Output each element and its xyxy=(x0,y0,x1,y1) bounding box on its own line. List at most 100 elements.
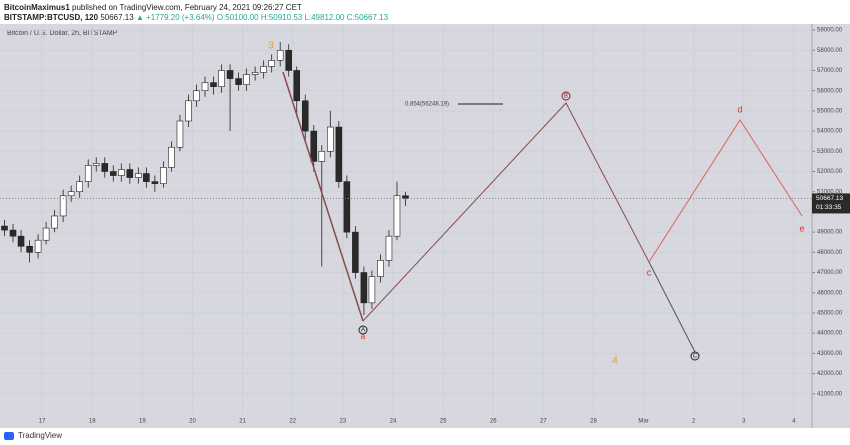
candle-body xyxy=(268,60,275,67)
candle-body xyxy=(17,235,25,247)
author: BitcoinMaximus1 xyxy=(4,3,70,12)
header-line-2: BITSTAMP:BTCUSD, 120 50667.13 ▲ +1779.20… xyxy=(4,13,388,22)
candle-body xyxy=(226,70,234,79)
candle-body xyxy=(1,225,8,231)
y-tick-label: 52000.00 xyxy=(817,169,843,175)
x-tick-label: Mar xyxy=(638,419,648,425)
y-tick-label: 49000.00 xyxy=(817,230,843,236)
plot-bg xyxy=(0,24,812,415)
wave-label: d xyxy=(737,104,742,114)
candle-body xyxy=(126,169,134,178)
y-tick-label: 58000.00 xyxy=(817,48,843,54)
x-tick-label: 21 xyxy=(239,419,246,425)
chart-title: Bitcoin / U.S. Dollar, 2h, BITSTAMP xyxy=(7,30,118,37)
candle-body xyxy=(402,195,409,199)
wave-line xyxy=(362,102,650,322)
candle-body xyxy=(42,227,50,241)
wave-label: B xyxy=(564,94,568,100)
footer-bg xyxy=(0,428,850,445)
wave-label: C xyxy=(693,354,698,360)
candle-body xyxy=(168,146,175,168)
candle-body xyxy=(151,181,159,184)
y-tick-label: 45000.00 xyxy=(817,311,843,317)
candle-body xyxy=(92,163,100,166)
candle-body xyxy=(160,167,167,184)
candle-body xyxy=(109,171,117,176)
wave-label: e xyxy=(799,223,804,233)
y-tick-label: 47000.00 xyxy=(817,270,843,276)
wave-label: 3 xyxy=(268,41,274,52)
x-tick-label: 26 xyxy=(490,419,497,425)
x-tick-label: 3 xyxy=(742,419,746,425)
countdown: 01:33:35 xyxy=(816,204,842,211)
candle-body xyxy=(393,195,401,237)
fib-label: 0.854(56248.19) xyxy=(405,102,449,108)
candle-body xyxy=(301,100,309,132)
wave-label: 4 xyxy=(612,356,618,367)
wave-line xyxy=(282,71,364,322)
price-axis-bg xyxy=(812,24,850,428)
candle-body xyxy=(59,195,67,217)
y-tick-label: 48000.00 xyxy=(817,250,843,256)
time-axis-bg xyxy=(0,415,812,428)
candle-body xyxy=(276,49,284,61)
wave-circle xyxy=(561,91,571,101)
candle-body xyxy=(176,120,184,148)
candle-body xyxy=(360,272,368,304)
candle-body xyxy=(310,130,318,162)
y-tick-label: 50000.00 xyxy=(817,210,843,216)
candle-body xyxy=(235,78,242,85)
y-tick-label: 51000.00 xyxy=(817,189,843,195)
candle-body xyxy=(368,276,376,304)
y-tick-label: 41000.00 xyxy=(817,391,843,397)
y-tick-label: 54000.00 xyxy=(817,129,843,135)
change: ▲ +1779.20 (+3.64%) xyxy=(135,13,215,22)
ohlc: O:50100.00 H:50910.53 L:49812.00 C:50667… xyxy=(216,13,389,22)
y-tick-label: 44000.00 xyxy=(817,331,843,337)
candle-body xyxy=(251,72,259,75)
candle-body xyxy=(210,82,217,87)
y-tick-label: 55000.00 xyxy=(817,108,843,114)
wave-label: c xyxy=(647,267,652,277)
brand: TradingView xyxy=(18,431,62,440)
marks: 41000.00 42000.00 43000.00 44000.00 45000.00… xyxy=(0,24,850,425)
candle-body xyxy=(185,100,192,122)
published: published on TradingView.com, February 2… xyxy=(72,3,302,12)
wave-line xyxy=(648,119,803,263)
wave-line xyxy=(648,261,696,353)
candle-body xyxy=(143,173,150,182)
last-price-label: 50667.13 xyxy=(816,195,843,202)
logo xyxy=(4,432,14,440)
x-tick-label: 2 xyxy=(692,419,696,425)
x-tick-label: 4 xyxy=(792,419,796,425)
candle-body xyxy=(67,191,75,197)
candle-body xyxy=(84,165,92,182)
x-tick-label: 22 xyxy=(289,419,296,425)
symbol: BITSTAMP:BTCUSD, 120 xyxy=(4,13,99,22)
wave-label: A xyxy=(361,328,365,334)
candle-body xyxy=(285,49,292,71)
x-tick-label: 28 xyxy=(590,419,597,425)
candle-body xyxy=(26,245,33,253)
candle-body xyxy=(318,151,326,162)
y-tick-label: 46000.00 xyxy=(817,290,843,296)
last-price-box xyxy=(812,193,850,214)
candle-body xyxy=(377,260,384,277)
x-tick-label: 19 xyxy=(139,419,146,425)
y-tick-label: 56000.00 xyxy=(817,88,843,94)
x-tick-label: 23 xyxy=(340,419,347,425)
x-tick-label: 20 xyxy=(189,419,196,425)
y-tick-label: 42000.00 xyxy=(817,371,843,377)
y-tick-label: 59000.00 xyxy=(817,28,843,34)
header-line-1: BitcoinMaximus1 published on TradingView… xyxy=(4,3,302,12)
candle-body xyxy=(260,66,267,73)
x-tick-label: 17 xyxy=(39,419,46,425)
y-tick-label: 53000.00 xyxy=(817,149,843,155)
candle-body xyxy=(385,235,393,261)
candle-body xyxy=(293,70,301,102)
wave-circle xyxy=(358,325,368,335)
y-tick-label: 43000.00 xyxy=(817,351,843,357)
x-tick-label: 18 xyxy=(89,419,96,425)
price: 50667.13 xyxy=(100,13,134,22)
